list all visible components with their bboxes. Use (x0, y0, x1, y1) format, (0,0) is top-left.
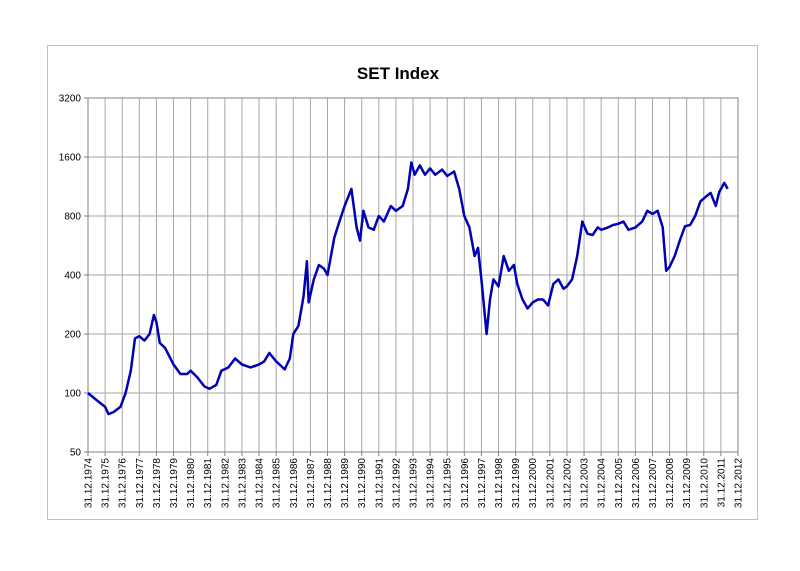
x-tick-label: 31.12.1987 (306, 458, 317, 508)
x-tick-label: 31.12.2002 (562, 458, 573, 508)
x-tick-label: 31.12.1999 (511, 458, 522, 508)
x-tick-label: 31.12.1975 (101, 458, 112, 508)
x-tick-label: 31.12.1993 (409, 458, 420, 508)
series-line (87, 161, 729, 416)
x-tick-label: 31.12.2006 (631, 458, 642, 508)
plot-frame (87, 97, 739, 453)
x-tick-label: 31.12.1997 (477, 458, 488, 508)
x-tick-label: 31.12.1985 (272, 458, 283, 508)
chart-frame (47, 45, 758, 520)
x-tick-label: 31.12.1979 (169, 458, 180, 508)
x-tick-label: 31.12.1984 (255, 458, 266, 508)
x-tick-label: 31.12.2004 (597, 458, 608, 508)
x-tick-label: 31.12.1982 (220, 458, 231, 508)
y-tick-label: 50 (70, 448, 82, 459)
x-tick-label: 31.12.2011 (716, 458, 727, 508)
x-tick-label: 31.12.2010 (699, 458, 710, 508)
y-tick-label: 200 (64, 330, 81, 341)
x-tick-label: 31.12.1974 (84, 458, 95, 508)
x-tick-label: 31.12.1998 (494, 458, 505, 508)
y-tick-label: 400 (64, 271, 81, 282)
x-tick-label: 31.12.2005 (614, 458, 625, 508)
x-tick-label: 31.12.2008 (665, 458, 676, 508)
x-tick-label: 31.12.1983 (237, 458, 248, 508)
x-tick-label: 31.12.2001 (545, 458, 556, 508)
x-tick-label: 31.12.1989 (340, 458, 351, 508)
x-tick-label: 31.12.1978 (152, 458, 163, 508)
y-tick-label: 1600 (59, 153, 82, 164)
x-tick-label: 31.12.1976 (118, 458, 129, 508)
x-tick-label: 31.12.1980 (186, 458, 197, 508)
x-tick-label: 31.12.2009 (682, 458, 693, 508)
x-tick-label: 31.12.1981 (203, 458, 214, 508)
x-tick-label: 31.12.2003 (580, 458, 591, 508)
x-tick-label: 31.12.1992 (391, 458, 402, 508)
y-tick-label: 3200 (59, 94, 82, 105)
x-tick-label: 31.12.1995 (443, 458, 454, 508)
x-tick-label: 31.12.2000 (528, 458, 539, 508)
y-tick-label: 100 (64, 389, 81, 400)
x-tick-label: 31.12.1988 (323, 458, 334, 508)
x-tick-label: 31.12.1986 (289, 458, 300, 508)
y-tick-label: 800 (64, 212, 81, 223)
x-tick-label: 31.12.1994 (426, 458, 437, 508)
chart-title: SET Index (357, 64, 440, 83)
x-tick-label: 31.12.1996 (460, 458, 471, 508)
x-tick-label: 31.12.1977 (135, 458, 146, 508)
x-tick-label: 31.12.2007 (648, 458, 659, 508)
x-tick-label: 31.12.1991 (374, 458, 385, 508)
x-tick-label: 31.12.1990 (357, 458, 368, 508)
x-tick-label: 31.12.2012 (734, 458, 745, 508)
